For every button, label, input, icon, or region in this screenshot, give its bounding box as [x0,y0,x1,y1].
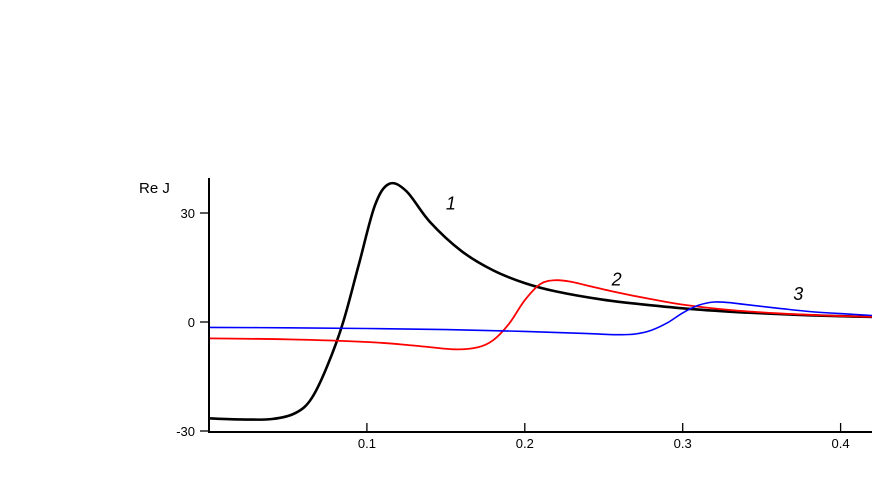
curves-layer [208,181,872,421]
y-tick-label: -30 [176,424,195,439]
x-tick-label: 0.2 [516,436,534,451]
y-axis-label: Re J [139,180,170,197]
curve-label-3: 3 [793,284,803,304]
curve-labels-layer: 1 2 3 [446,193,803,304]
curve-label-2: 2 [611,270,622,290]
x-tick-label: 0.4 [832,436,850,451]
x-tick-label: 0.3 [674,436,692,451]
x-tick-label: 0.1 [358,436,376,451]
curve-label-1: 1 [446,193,456,213]
ticks-layer: 30 0 -30 0.1 0.2 0.3 0.4 [176,206,849,451]
series-line-2 [208,279,872,351]
series-line-3 [208,301,872,336]
y-tick-label: 30 [181,206,195,221]
series-line-1 [208,181,872,421]
y-tick-label: 0 [188,315,195,330]
